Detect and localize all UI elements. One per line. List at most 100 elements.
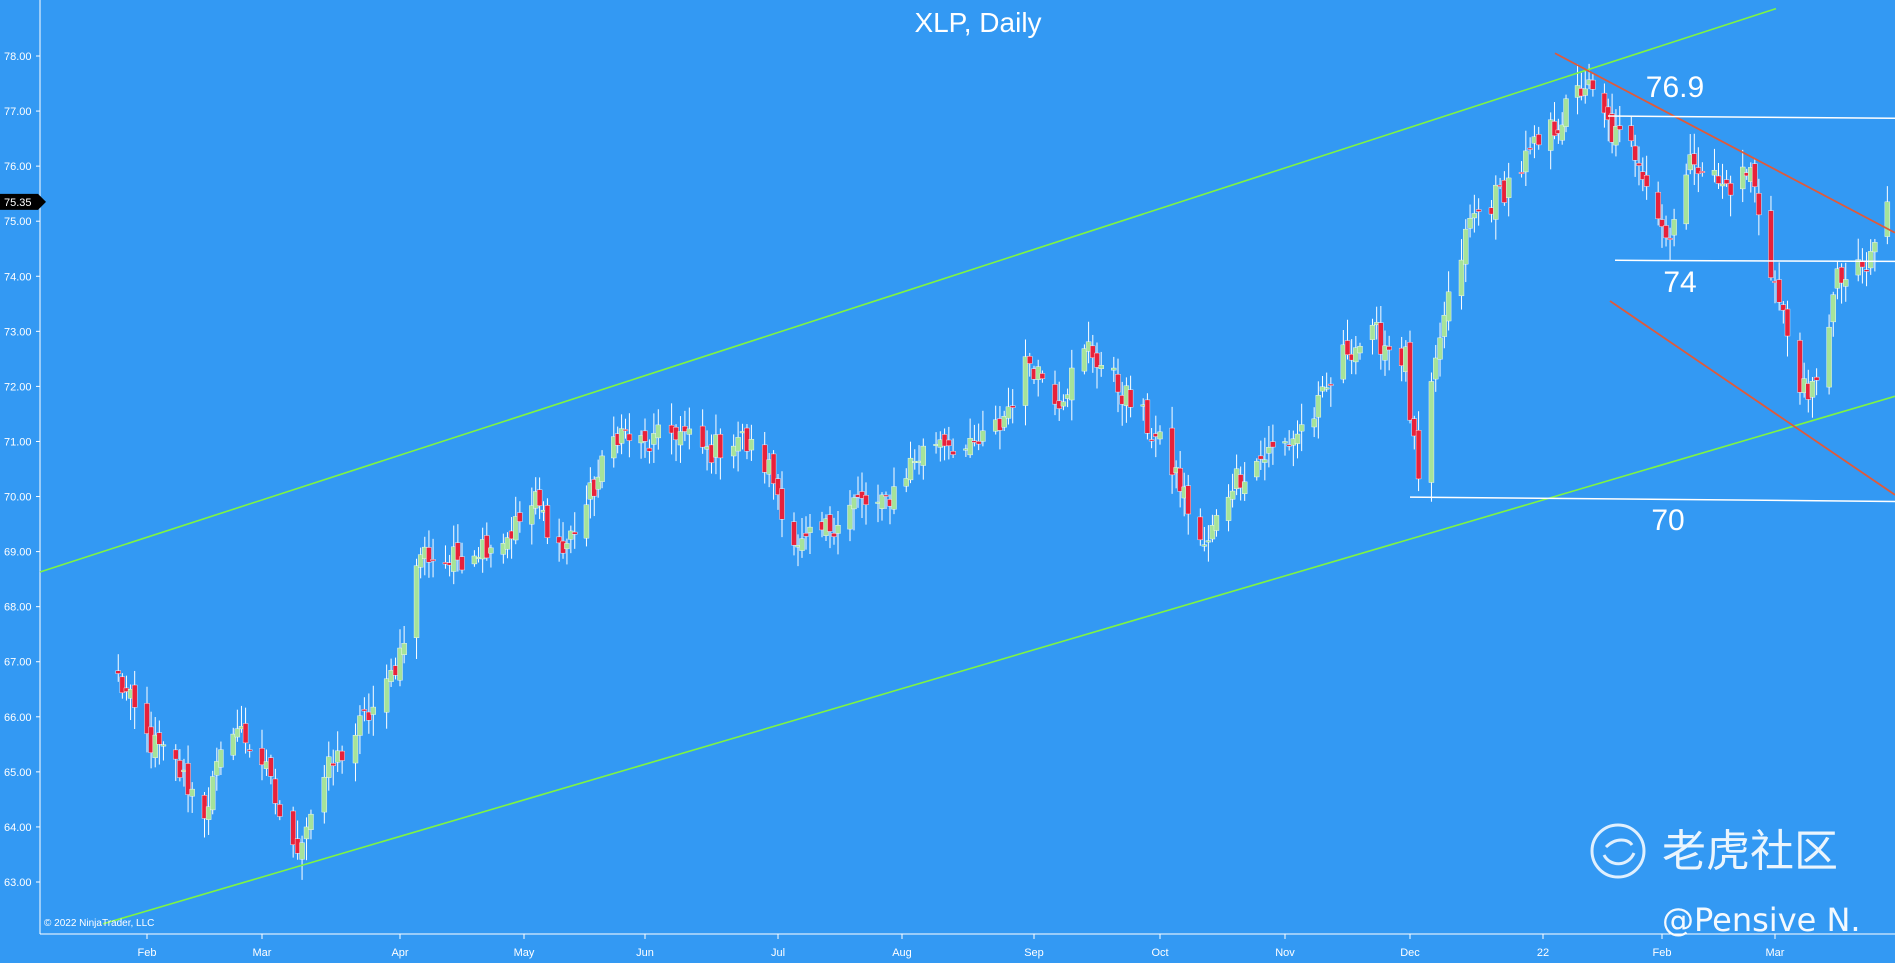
- candle-down: [1863, 269, 1870, 272]
- channel-lower-line: [102, 395, 1895, 925]
- y-tick-label: 66.00: [4, 712, 32, 724]
- candle-down: [268, 757, 274, 777]
- candle-up: [677, 431, 684, 446]
- candle-up: [1254, 461, 1260, 478]
- candle-up: [1382, 345, 1388, 361]
- candle-down: [883, 494, 889, 497]
- candle-up: [1868, 251, 1874, 269]
- candle-up: [1060, 401, 1067, 407]
- level-line-74: [1614, 259, 1895, 263]
- candle-up: [583, 504, 590, 539]
- candle-up: [383, 678, 390, 713]
- candle-down: [1655, 191, 1661, 220]
- candle-up: [1005, 406, 1012, 419]
- candle-down: [1636, 162, 1642, 166]
- candle-down: [131, 684, 138, 708]
- candle-up: [1830, 294, 1836, 323]
- x-tick-label: Feb: [138, 947, 157, 959]
- channel-upper-line: [39, 7, 1777, 573]
- y-tick-label: 77.00: [4, 106, 32, 118]
- candle-up: [1563, 98, 1569, 127]
- candle-down: [1115, 374, 1121, 393]
- x-tick-label: Jul: [771, 947, 785, 959]
- candle-down: [1605, 106, 1611, 121]
- y-tick-label: 71.00: [4, 436, 32, 448]
- candle-down: [455, 542, 461, 561]
- candle-up: [234, 728, 241, 738]
- level-line-70: [1409, 496, 1895, 503]
- candle-up: [568, 530, 574, 540]
- candle-down: [1768, 210, 1774, 278]
- candle-down: [426, 547, 432, 563]
- candles: [115, 63, 1891, 880]
- candle-down: [1090, 345, 1096, 358]
- candle-down: [863, 495, 869, 505]
- candle-down: [803, 533, 809, 537]
- candle-up: [1809, 381, 1816, 398]
- candle-down: [1148, 439, 1155, 442]
- candle-up: [1294, 433, 1301, 444]
- candle-down: [1378, 322, 1384, 355]
- y-tick-label: 76.00: [4, 161, 32, 173]
- candle-up: [1282, 441, 1288, 444]
- candle-up: [189, 788, 195, 797]
- candle-up: [1035, 366, 1041, 380]
- candle-down: [1328, 383, 1334, 386]
- candle-up: [299, 842, 305, 860]
- candle-up: [748, 438, 755, 451]
- candle-up: [326, 756, 332, 778]
- x-tick-label: Apr: [391, 947, 408, 959]
- candle-up: [218, 749, 224, 768]
- candle-up: [1241, 481, 1248, 494]
- candle-up: [1262, 459, 1268, 463]
- y-tick-label: 65.00: [4, 767, 32, 779]
- candle-up: [686, 428, 693, 435]
- candle-up: [1157, 431, 1163, 440]
- candle-up: [397, 647, 403, 681]
- candle-up: [611, 436, 617, 459]
- candle-down: [1590, 79, 1596, 90]
- candle-down: [1270, 441, 1276, 448]
- x-tick-label: Nov: [1275, 947, 1295, 959]
- candle-up: [1613, 126, 1619, 146]
- candle-up: [1340, 344, 1347, 380]
- candle-up: [370, 706, 376, 715]
- candle-up: [891, 486, 897, 510]
- candle-down: [642, 430, 648, 442]
- candle-down: [1776, 279, 1782, 303]
- candle-down: [1411, 418, 1417, 437]
- last-price-marker: [0, 193, 46, 210]
- candle-down: [1197, 516, 1204, 541]
- candle-down: [779, 488, 785, 520]
- candle-up: [799, 538, 805, 551]
- candle-down: [1286, 444, 1292, 447]
- candle-up: [1826, 326, 1832, 388]
- candle-down: [1185, 485, 1191, 515]
- candle-up: [1069, 367, 1075, 401]
- candle-down: [294, 838, 301, 854]
- candle-up: [847, 504, 853, 530]
- candle-up: [1884, 201, 1891, 237]
- candle-down: [827, 514, 833, 532]
- candle-up: [1205, 540, 1212, 543]
- candle-up: [1471, 213, 1478, 219]
- y-tick-label: 74.00: [4, 271, 32, 283]
- candle-up: [564, 543, 570, 550]
- candle-down: [259, 748, 265, 766]
- candle-down: [1127, 389, 1134, 408]
- candle-down: [1797, 340, 1803, 393]
- x-tick-label: Mar: [253, 947, 272, 959]
- candle-up: [230, 733, 236, 756]
- candle-up: [1855, 259, 1861, 276]
- candle-up: [1740, 166, 1746, 190]
- candle-up: [513, 516, 519, 541]
- candle-up: [1671, 219, 1677, 236]
- candle-up: [1323, 387, 1330, 390]
- candle-down: [366, 711, 372, 721]
- candle-down: [144, 703, 150, 734]
- x-tick-label: Feb: [1653, 947, 1672, 959]
- candle-down: [177, 760, 183, 778]
- candle-down: [1628, 125, 1634, 141]
- y-tick-label: 78.00: [4, 51, 32, 63]
